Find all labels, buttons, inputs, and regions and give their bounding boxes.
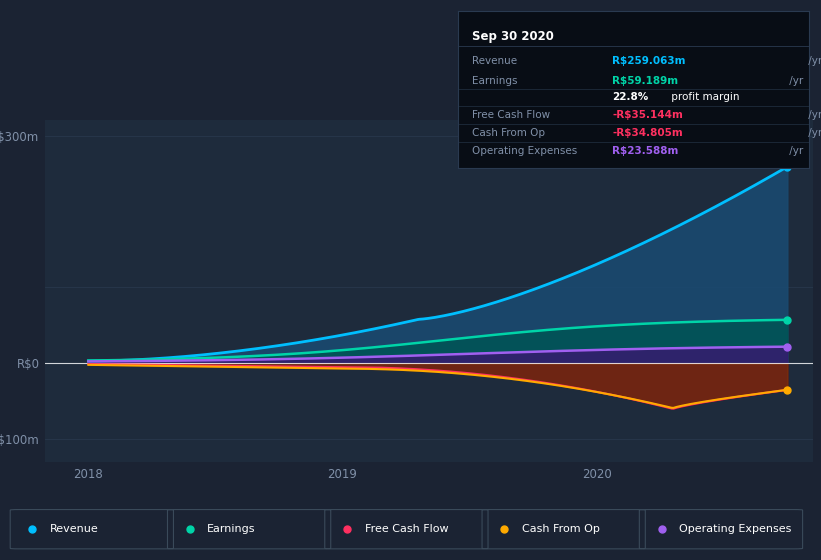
Text: /yr: /yr xyxy=(805,128,821,138)
Text: Earnings: Earnings xyxy=(472,76,518,86)
Text: /yr: /yr xyxy=(786,146,803,156)
Text: Cash From Op: Cash From Op xyxy=(522,524,600,534)
Text: R$23.588m: R$23.588m xyxy=(612,146,679,156)
Text: Revenue: Revenue xyxy=(472,57,517,67)
Text: Operating Expenses: Operating Expenses xyxy=(472,146,577,156)
Text: Cash From Op: Cash From Op xyxy=(472,128,545,138)
Text: 22.8%: 22.8% xyxy=(612,92,649,102)
Text: Revenue: Revenue xyxy=(50,524,99,534)
Text: R$259.063m: R$259.063m xyxy=(612,57,686,67)
Text: -R$34.805m: -R$34.805m xyxy=(612,128,683,138)
Text: Sep 30 2020: Sep 30 2020 xyxy=(472,30,554,43)
Text: Earnings: Earnings xyxy=(207,524,256,534)
Text: -R$35.144m: -R$35.144m xyxy=(612,110,683,120)
Text: profit margin: profit margin xyxy=(668,92,740,102)
Text: Free Cash Flow: Free Cash Flow xyxy=(472,110,550,120)
Text: Free Cash Flow: Free Cash Flow xyxy=(365,524,448,534)
Text: /yr: /yr xyxy=(786,76,803,86)
Text: Operating Expenses: Operating Expenses xyxy=(679,524,791,534)
Text: /yr: /yr xyxy=(805,110,821,120)
Text: /yr: /yr xyxy=(805,57,821,67)
Text: R$59.189m: R$59.189m xyxy=(612,76,678,86)
